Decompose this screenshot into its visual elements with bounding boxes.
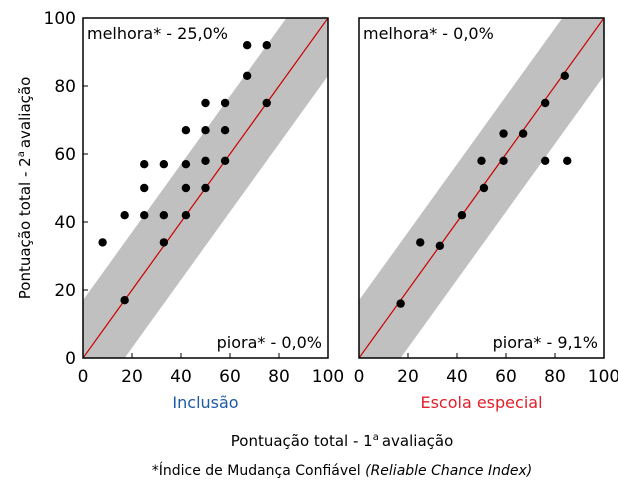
plot-frame xyxy=(82,17,329,359)
x-tick-label: 20 xyxy=(397,367,419,387)
data-point xyxy=(262,98,271,108)
data-point xyxy=(201,126,210,135)
data-point xyxy=(477,156,486,165)
scatter-panel-1: melhora* - 0,0% piora* - 9,1% 0 20 40 60 80 100… xyxy=(354,17,618,412)
x-tick-label: 20 xyxy=(121,367,143,387)
data-point xyxy=(140,211,149,220)
improve-label: melhora* - 25,0% xyxy=(87,24,228,43)
data-point xyxy=(518,129,528,138)
data-point xyxy=(242,71,252,81)
x-tick-label: 40 xyxy=(170,367,192,387)
data-point xyxy=(220,156,230,165)
panel-label: Inclusão xyxy=(172,393,238,412)
data-point xyxy=(181,183,191,193)
data-point xyxy=(120,296,129,305)
data-point xyxy=(499,129,508,138)
x-tick-label: 80 xyxy=(268,367,290,387)
data-point xyxy=(560,71,569,81)
improve-label: melhora* - 0,0% xyxy=(363,24,494,43)
x-tick-label: 40 xyxy=(446,367,468,387)
data-point xyxy=(242,41,252,50)
worsen-label: piora* - 0,0% xyxy=(217,333,322,352)
plot-area xyxy=(83,18,328,358)
x-tick-label: 100 xyxy=(312,367,344,387)
data-point xyxy=(563,156,572,165)
data-point xyxy=(140,160,149,169)
data-point xyxy=(457,211,467,220)
plot-frame xyxy=(358,17,605,359)
x-axis-title: Pontuação total - 1a avaliação xyxy=(231,432,454,450)
x-tick-label: 60 xyxy=(495,367,517,387)
data-point xyxy=(479,183,489,193)
scatter-panel-0: melhora* - 25,0% piora* - 0,0% 0 20 40 60 80 10… xyxy=(44,9,345,412)
data-point xyxy=(416,238,425,247)
y-tick-label: 20 xyxy=(54,281,76,301)
x-tick-label: 60 xyxy=(219,367,241,387)
data-point xyxy=(181,160,191,169)
data-point xyxy=(499,156,508,165)
data-point xyxy=(201,183,210,193)
y-tick-label: 60 xyxy=(54,145,76,165)
data-point xyxy=(120,211,129,220)
data-point xyxy=(220,98,230,108)
y-tick-label: 100 xyxy=(44,9,76,29)
data-point xyxy=(159,160,169,169)
worsen-label: piora* - 9,1% xyxy=(493,333,598,352)
reliable-change-band xyxy=(83,18,328,358)
data-point xyxy=(201,156,210,165)
x-tick-label: 0 xyxy=(78,367,89,387)
data-point xyxy=(541,98,550,108)
x-tick-label: 100 xyxy=(588,367,618,387)
data-point xyxy=(435,241,445,250)
y-tick-label: 0 xyxy=(65,349,76,369)
plot-area xyxy=(359,18,604,358)
data-point xyxy=(159,211,169,220)
data-point xyxy=(201,98,210,108)
data-point xyxy=(159,238,169,247)
panel-label: Escola especial xyxy=(420,393,542,412)
data-point xyxy=(181,211,191,220)
data-point xyxy=(541,156,550,165)
y-tick-label: 80 xyxy=(54,77,76,97)
data-point xyxy=(181,126,191,135)
reliable-change-band xyxy=(359,18,604,358)
data-point xyxy=(262,41,271,50)
y-axis-title: Pontuação total - 2aavaliação xyxy=(16,77,34,300)
data-point xyxy=(396,299,405,308)
y-tick-label: 40 xyxy=(54,213,76,233)
data-point xyxy=(140,183,149,193)
x-tick-label: 0 xyxy=(354,367,365,387)
x-tick-label: 80 xyxy=(544,367,566,387)
footnote: *Índice de Mudança Confiável (Reliable C… xyxy=(152,462,532,479)
data-point xyxy=(220,126,230,135)
data-point xyxy=(98,238,107,247)
